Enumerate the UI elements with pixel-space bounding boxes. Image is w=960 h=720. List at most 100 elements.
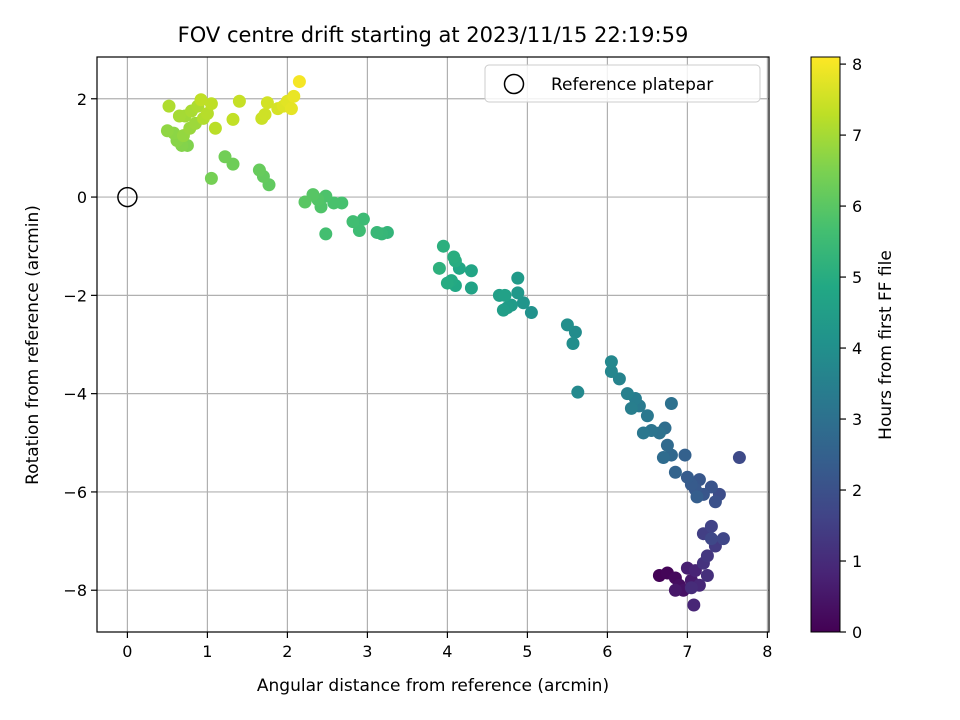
- data-point: [511, 286, 525, 300]
- tick-layer: 0 1 2 3 4 5 6 7 8 2 0 −2 −4 −6 −8: [63, 90, 772, 661]
- y-tick-label: −2: [63, 286, 87, 305]
- data-point: [204, 171, 218, 185]
- data-point: [716, 532, 730, 546]
- y-tick-label: −4: [63, 385, 87, 404]
- x-axis-label: Angular distance from reference (arcmin): [257, 676, 609, 696]
- data-point: [687, 598, 701, 612]
- data-point: [620, 387, 634, 401]
- x-tick-label: 8: [762, 642, 772, 661]
- colorbar-tick-label: 5: [852, 268, 862, 287]
- data-point: [464, 264, 478, 278]
- data-point: [624, 401, 638, 415]
- data-point: [252, 163, 266, 177]
- data-point: [690, 490, 704, 504]
- data-point: [704, 519, 718, 533]
- data-point: [194, 93, 208, 107]
- x-tick-label: 1: [202, 642, 212, 661]
- reference-platepar-marker: [117, 186, 138, 208]
- point-layer: [160, 75, 746, 612]
- data-point: [708, 495, 722, 509]
- x-tick-label: 4: [442, 642, 452, 661]
- colorbar: 0 1 2 3 4 5 6 7 8 Hours from first FF file: [810, 55, 896, 642]
- data-point: [524, 306, 538, 320]
- data-point: [298, 195, 312, 209]
- colorbar-tick-label: 7: [852, 126, 862, 145]
- data-point: [160, 124, 174, 138]
- colorbar-label: Hours from first FF file: [876, 250, 896, 440]
- colorbar-tick-label: 3: [852, 410, 862, 429]
- data-point: [218, 150, 232, 164]
- legend-marker-icon: [503, 73, 525, 95]
- data-point: [668, 465, 682, 479]
- grid-layer: [97, 57, 769, 632]
- data-point: [604, 355, 618, 369]
- colorbar-tick-label: 0: [852, 623, 862, 642]
- data-point: [204, 97, 218, 111]
- colorbar-tick-label: 1: [852, 552, 862, 571]
- colorbar-tick-label: 2: [852, 481, 862, 500]
- data-point: [732, 451, 746, 465]
- data-point: [356, 212, 370, 226]
- colorbar-tick-label: 8: [852, 55, 862, 74]
- y-tick-label: −6: [63, 483, 87, 502]
- legend-box: [484, 64, 761, 103]
- data-point: [370, 225, 384, 239]
- y-tick-label: 2: [77, 90, 87, 109]
- x-tick-label: 5: [522, 642, 532, 661]
- data-point: [700, 568, 714, 582]
- x-tick-label: 6: [602, 642, 612, 661]
- data-point: [566, 337, 580, 351]
- data-point: [232, 94, 246, 108]
- data-point: [432, 261, 446, 275]
- x-tick-label: 0: [122, 642, 132, 661]
- data-point: [668, 583, 682, 597]
- data-point: [664, 396, 678, 410]
- data-point: [447, 250, 461, 264]
- data-point: [660, 438, 674, 452]
- x-tick-label: 7: [682, 642, 692, 661]
- data-point: [700, 549, 714, 563]
- y-tick-label: −8: [63, 581, 87, 600]
- data-point: [258, 108, 272, 121]
- legend-label: Reference platepar: [551, 75, 713, 95]
- colorbar-tick-label: 4: [852, 339, 862, 358]
- data-point: [436, 239, 450, 253]
- data-point: [496, 303, 510, 317]
- data-point: [226, 112, 240, 126]
- data-point: [260, 96, 274, 110]
- data-point: [284, 102, 298, 116]
- data-point: [636, 426, 650, 440]
- data-point: [560, 318, 574, 332]
- data-point: [208, 121, 222, 135]
- data-point: [440, 276, 454, 290]
- legend: Reference platepar: [484, 64, 761, 103]
- data-point: [656, 451, 670, 465]
- y-tick-label: 0: [77, 188, 87, 207]
- x-tick-label: 2: [282, 642, 292, 661]
- x-tick-label: 3: [362, 642, 372, 661]
- data-point: [464, 281, 478, 295]
- data-point: [498, 288, 512, 302]
- data-point: [516, 296, 530, 310]
- plot-frame: [96, 56, 770, 633]
- chart-title: FOV centre drift starting at 2023/11/15 …: [178, 23, 689, 47]
- data-point: [292, 75, 306, 89]
- y-axis-label: Rotation from reference (arcmin): [23, 205, 43, 485]
- data-point: [678, 448, 692, 462]
- data-point: [319, 227, 333, 241]
- data-point: [511, 271, 525, 285]
- data-point: [346, 215, 360, 229]
- data-point: [680, 470, 694, 484]
- data-point: [162, 99, 176, 113]
- data-point: [604, 365, 618, 379]
- data-point: [571, 385, 585, 399]
- colorbar-gradient: [810, 56, 841, 633]
- data-point: [684, 581, 698, 595]
- colorbar-tick-label: 6: [852, 197, 862, 216]
- data-point: [640, 409, 654, 423]
- colorbar-ticks: 0 1 2 3 4 5 6 7 8: [840, 55, 862, 642]
- data-point: [287, 89, 301, 103]
- data-point: [200, 107, 214, 121]
